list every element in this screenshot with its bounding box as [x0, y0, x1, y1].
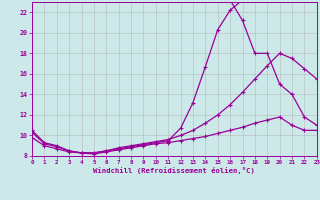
X-axis label: Windchill (Refroidissement éolien,°C): Windchill (Refroidissement éolien,°C): [93, 167, 255, 174]
